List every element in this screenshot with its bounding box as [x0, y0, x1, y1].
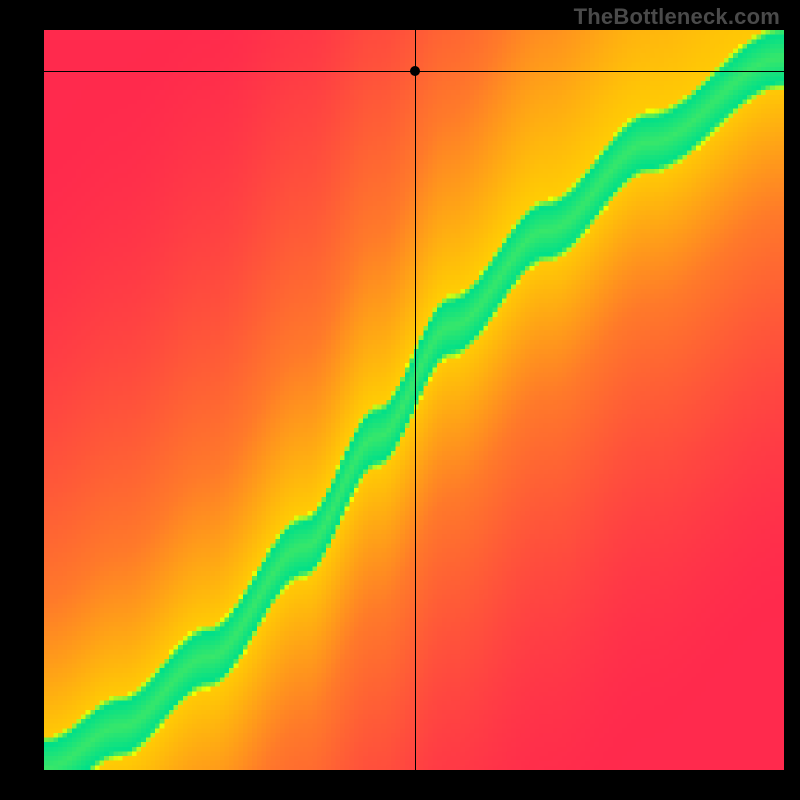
- chart-container: TheBottleneck.com: [0, 0, 800, 800]
- crosshair-vertical-line: [415, 30, 417, 770]
- watermark-text: TheBottleneck.com: [574, 4, 780, 30]
